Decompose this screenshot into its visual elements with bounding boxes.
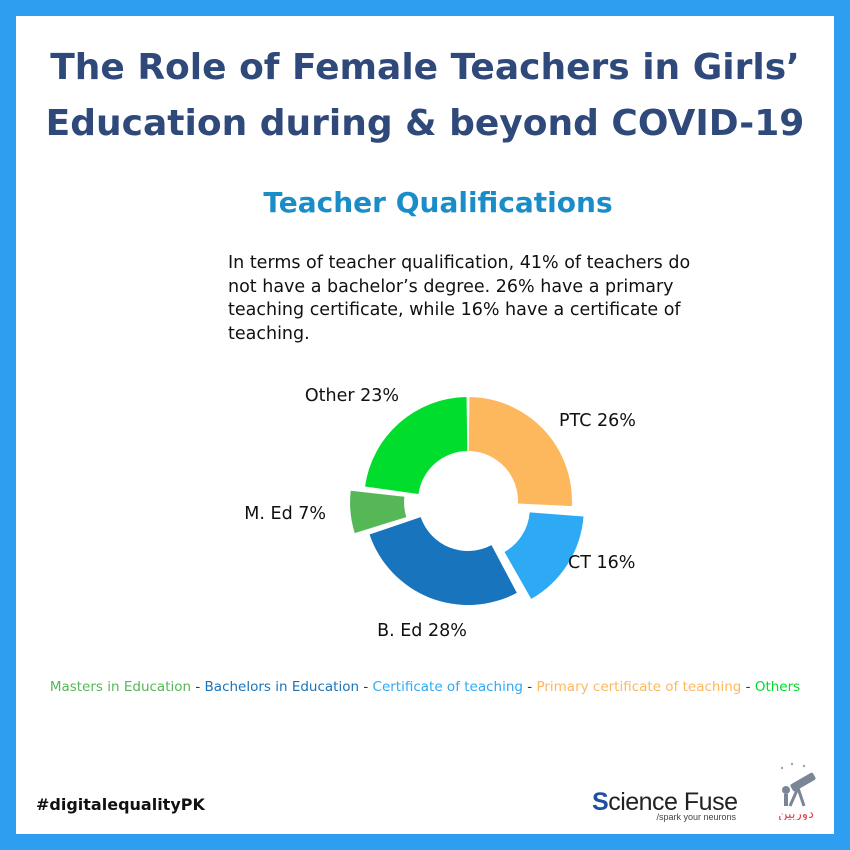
slice-label: PTC 26% — [559, 411, 636, 431]
brand-initial: S — [592, 788, 609, 816]
slice-label: CT 16% — [568, 553, 635, 573]
legend-item: Others — [754, 679, 801, 695]
page-title: The Role of Female Teachers in Girls’ Ed… — [16, 40, 834, 152]
legend-item: Certificate of teaching — [372, 679, 523, 695]
legend-separator: - — [522, 679, 537, 695]
slice-label: Other 23% — [305, 386, 399, 406]
legend-separator: - — [359, 679, 373, 695]
donut-slice — [468, 397, 572, 507]
description-text: In terms of teacher qualification, 41% o… — [228, 253, 691, 344]
legend-separator: - — [191, 679, 205, 695]
slice-label: M. Ed 7% — [244, 504, 326, 524]
donut-chart: PTC 26% CT 16% B. Ed 28% M. Ed 7% Other 23% — [244, 386, 636, 641]
chart-subtitle: Teacher Qualifications — [263, 186, 613, 219]
legend-separator: - — [741, 679, 755, 695]
legend-item: Bachelors in Education — [204, 679, 360, 695]
donut-slice — [365, 397, 468, 495]
donut-slice — [350, 490, 407, 534]
chart-legend: Masters in Education - Bachelors in Educ… — [16, 679, 834, 695]
telescope-icon: دوربین — [778, 762, 816, 820]
legend-item: Masters in Education — [49, 679, 192, 695]
brand-rest: cience Fuse — [608, 788, 738, 816]
brand-tagline: /spark your neurons — [656, 812, 736, 822]
poster-card: The Role of Female Teachers in Girls’ Ed… — [16, 16, 834, 834]
science-fuse-logo: Science Fuse /spark your neurons — [592, 789, 742, 822]
hashtag: #digitalequalityPK — [36, 795, 205, 814]
donut-slice — [369, 517, 517, 605]
brand-name: Science Fuse — [592, 789, 742, 815]
slice-label: B. Ed 28% — [377, 621, 467, 641]
logo-text: دوربین — [778, 807, 814, 820]
title-line-2: Education during & beyond COVID-19 — [45, 103, 805, 144]
title-line-1: The Role of Female Teachers in Girls’ — [50, 47, 800, 88]
legend-item: Primary certificate of teaching — [536, 679, 742, 695]
donut-slice — [504, 512, 584, 599]
